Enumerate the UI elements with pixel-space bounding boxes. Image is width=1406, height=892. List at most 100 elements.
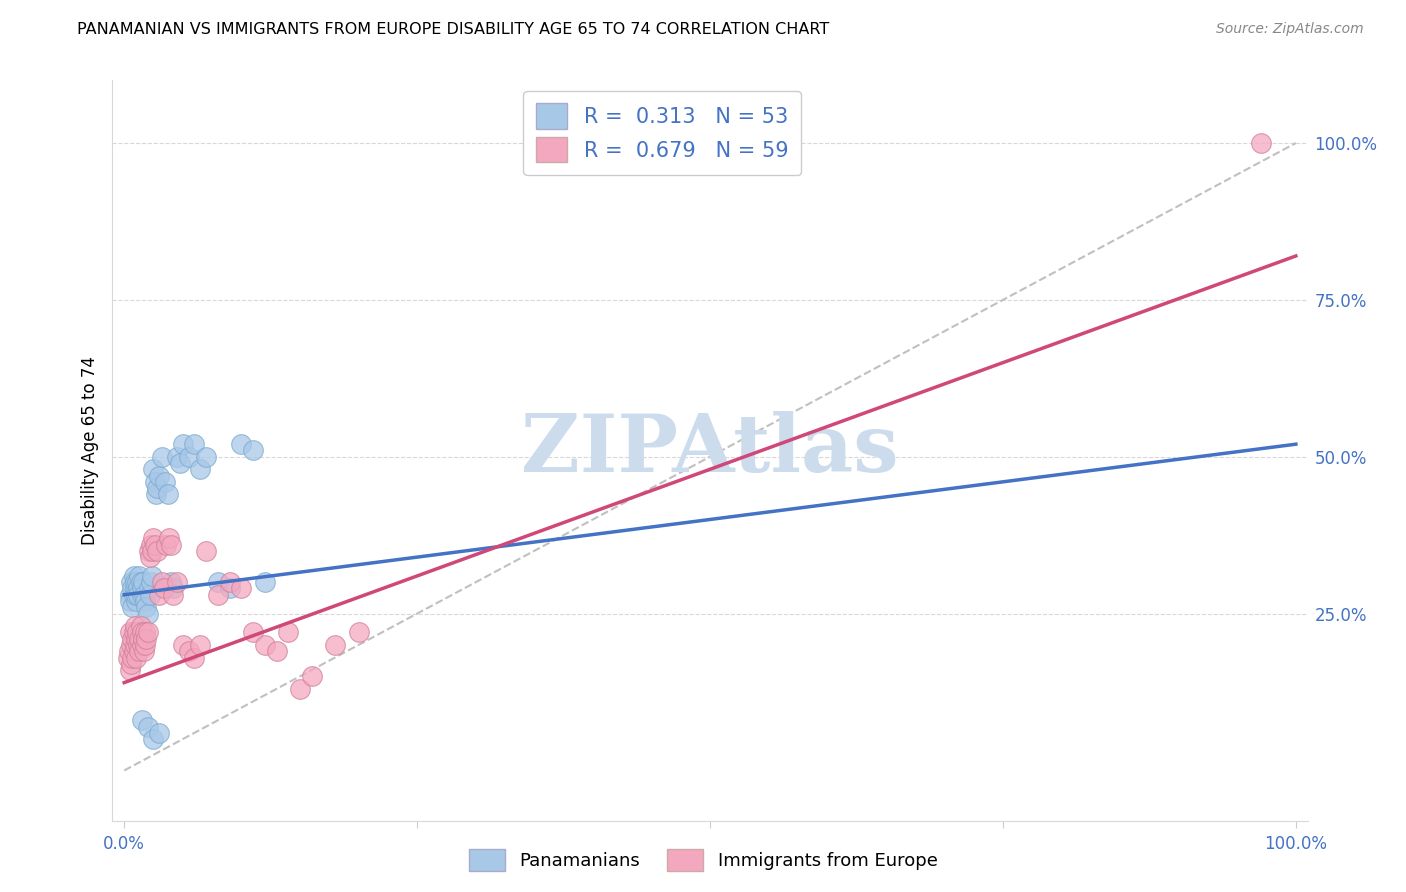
Point bbox=[188, 462, 212, 476]
Point bbox=[195, 544, 218, 558]
Point bbox=[124, 575, 146, 590]
Text: PANAMANIAN VS IMMIGRANTS FROM EUROPE DISABILITY AGE 65 TO 74 CORRELATION CHART: PANAMANIAN VS IMMIGRANTS FROM EUROPE DIS… bbox=[77, 22, 830, 37]
Point bbox=[266, 644, 288, 658]
Point bbox=[301, 669, 323, 683]
Point bbox=[136, 607, 159, 621]
Point bbox=[117, 650, 139, 665]
Point bbox=[183, 437, 205, 451]
Point bbox=[288, 681, 311, 696]
Point bbox=[135, 632, 157, 646]
Point bbox=[162, 588, 184, 602]
Point bbox=[131, 588, 153, 602]
Point bbox=[127, 588, 149, 602]
Point bbox=[131, 625, 153, 640]
Point bbox=[195, 450, 218, 464]
Point bbox=[177, 644, 200, 658]
Point bbox=[143, 538, 166, 552]
Point bbox=[138, 544, 160, 558]
Point bbox=[125, 588, 148, 602]
Point bbox=[153, 582, 176, 596]
Point bbox=[120, 638, 142, 652]
Point bbox=[160, 575, 183, 590]
Point bbox=[121, 632, 143, 646]
Point bbox=[134, 594, 156, 608]
Point bbox=[124, 619, 146, 633]
Point bbox=[188, 638, 212, 652]
Point bbox=[128, 632, 150, 646]
Y-axis label: Disability Age 65 to 74: Disability Age 65 to 74 bbox=[80, 356, 98, 545]
Point bbox=[127, 638, 149, 652]
Point bbox=[141, 569, 163, 583]
Point bbox=[160, 538, 183, 552]
Point bbox=[142, 462, 165, 476]
Point bbox=[136, 625, 159, 640]
Point bbox=[142, 732, 165, 747]
Point bbox=[172, 437, 194, 451]
Point bbox=[132, 575, 155, 590]
Point bbox=[122, 644, 145, 658]
Point bbox=[242, 625, 264, 640]
Point bbox=[129, 575, 152, 590]
Point bbox=[131, 638, 153, 652]
Point bbox=[122, 625, 145, 640]
Point bbox=[134, 625, 156, 640]
Text: ZIPAtlas: ZIPAtlas bbox=[522, 411, 898, 490]
Point bbox=[122, 588, 145, 602]
Point bbox=[125, 594, 148, 608]
Point bbox=[141, 544, 163, 558]
Point bbox=[138, 582, 160, 596]
Point bbox=[128, 569, 150, 583]
Point bbox=[242, 443, 264, 458]
Point bbox=[122, 569, 145, 583]
Point bbox=[155, 538, 177, 552]
Point bbox=[207, 588, 229, 602]
Point bbox=[129, 619, 152, 633]
Point bbox=[125, 632, 148, 646]
Point bbox=[177, 450, 200, 464]
Point bbox=[231, 437, 253, 451]
Point bbox=[148, 726, 170, 740]
Point bbox=[150, 575, 173, 590]
Point bbox=[157, 531, 180, 545]
Point bbox=[148, 468, 170, 483]
Text: Source: ZipAtlas.com: Source: ZipAtlas.com bbox=[1216, 22, 1364, 37]
Point bbox=[127, 625, 149, 640]
Point bbox=[127, 575, 149, 590]
Point bbox=[166, 450, 188, 464]
Point bbox=[143, 475, 166, 489]
Point bbox=[131, 582, 153, 596]
Point bbox=[135, 600, 157, 615]
Point bbox=[141, 575, 163, 590]
Point bbox=[125, 650, 148, 665]
Point bbox=[121, 650, 143, 665]
Point bbox=[231, 582, 253, 596]
Point bbox=[156, 487, 179, 501]
Point bbox=[142, 531, 165, 545]
Point bbox=[253, 575, 276, 590]
Point bbox=[136, 719, 159, 733]
Point bbox=[121, 582, 143, 596]
Point bbox=[139, 550, 162, 565]
Point bbox=[1250, 136, 1272, 150]
Point bbox=[277, 625, 299, 640]
Point bbox=[134, 638, 156, 652]
Point bbox=[162, 582, 184, 596]
Point bbox=[150, 450, 173, 464]
Point bbox=[148, 588, 170, 602]
Point bbox=[172, 638, 194, 652]
Point bbox=[218, 575, 240, 590]
Point bbox=[120, 657, 142, 671]
Point bbox=[146, 544, 169, 558]
Legend: R =  0.313   N = 53, R =  0.679   N = 59: R = 0.313 N = 53, R = 0.679 N = 59 bbox=[523, 91, 801, 175]
Point bbox=[124, 638, 146, 652]
Point bbox=[124, 582, 146, 596]
Point bbox=[218, 582, 240, 596]
Point bbox=[132, 588, 156, 602]
Point bbox=[145, 487, 167, 501]
Point bbox=[120, 594, 141, 608]
Point bbox=[146, 481, 169, 495]
Point bbox=[183, 650, 205, 665]
Point bbox=[127, 582, 149, 596]
Point bbox=[155, 475, 177, 489]
Point bbox=[169, 456, 191, 470]
